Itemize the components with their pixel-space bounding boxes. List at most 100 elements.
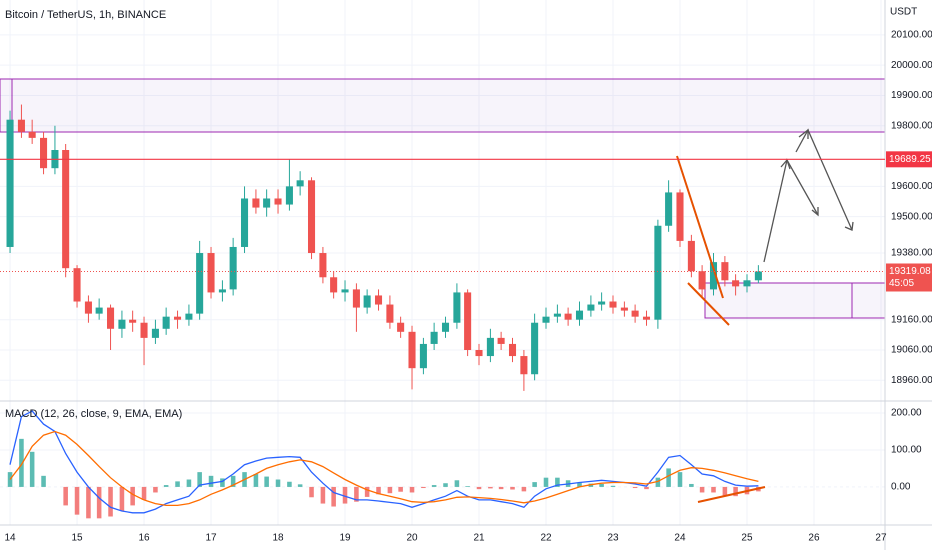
x-tick-label: 20	[406, 533, 418, 544]
arrow-head	[811, 207, 819, 217]
candle-body	[419, 343, 427, 369]
candle-body	[587, 304, 595, 311]
histogram-bar	[733, 486, 738, 497]
histogram-bar	[29, 451, 35, 487]
candle-body	[274, 198, 282, 205]
candle-body	[252, 198, 260, 208]
y-tick-label: 19900.00	[891, 90, 932, 101]
candle-body	[341, 289, 349, 293]
histogram-bar	[63, 486, 68, 506]
candle-body	[352, 289, 360, 308]
histogram-bar	[197, 472, 202, 487]
candle-body	[497, 337, 505, 344]
level-label-box	[886, 151, 932, 168]
candle-body	[508, 343, 517, 357]
histogram-bar	[287, 481, 292, 487]
trend-line	[687, 282, 730, 326]
candle-body	[140, 322, 148, 338]
histogram-bar	[610, 485, 616, 487]
histogram-bar	[722, 486, 728, 496]
macd-line	[9, 410, 759, 514]
candle-body	[174, 316, 182, 320]
candle-body	[486, 337, 494, 357]
candle-body	[609, 301, 617, 308]
histogram-bar	[364, 486, 370, 497]
arrow-head	[780, 158, 791, 170]
candle-body	[241, 198, 249, 247]
arrow-head	[844, 221, 854, 231]
candle-body	[709, 262, 718, 290]
candle-body	[196, 253, 204, 314]
histogram-bar	[431, 485, 437, 487]
candle-body	[118, 319, 126, 329]
level-label: 19689.25	[889, 154, 931, 165]
x-tick-label: 17	[205, 533, 217, 544]
histogram-bar	[465, 486, 470, 487]
candle-body	[263, 198, 271, 208]
candle-body	[17, 119, 25, 132]
candle-body	[62, 150, 70, 269]
candle-body	[330, 277, 338, 293]
candle-body	[654, 225, 662, 320]
histogram-bar	[577, 482, 582, 487]
candle-body	[743, 280, 751, 287]
candle-body	[475, 350, 483, 357]
arrow-head	[798, 128, 809, 139]
demand-zone	[704, 282, 886, 319]
histogram-bar	[153, 486, 158, 493]
candles	[6, 104, 762, 391]
histogram-bar	[41, 475, 46, 487]
histogram-bar	[309, 486, 314, 498]
histogram-bar	[297, 484, 303, 487]
candle-body	[453, 292, 461, 323]
histogram-bar	[521, 486, 527, 492]
candle-body	[575, 310, 584, 320]
y-tick-label: 19160.00	[891, 314, 932, 325]
candle-body	[229, 246, 237, 290]
histogram-bar	[96, 486, 102, 519]
candle-body	[218, 289, 226, 293]
candle-body	[553, 313, 561, 317]
candle-body	[598, 301, 606, 305]
histogram-bar	[655, 477, 661, 487]
candle-body	[95, 307, 103, 314]
candle-body	[464, 292, 472, 350]
histogram-bar	[677, 472, 683, 487]
macd-pane	[7, 410, 761, 519]
histogram-bar	[108, 486, 113, 517]
histogram-bar	[443, 483, 448, 487]
projection-arrows	[763, 128, 854, 263]
y-axis-label: USDT	[890, 7, 917, 18]
last-price-box	[886, 263, 932, 292]
histogram-bar	[532, 482, 537, 487]
candle-body	[665, 192, 673, 226]
candle-body	[642, 316, 651, 320]
histogram-bar	[699, 486, 705, 493]
x-tick-label: 23	[607, 533, 619, 544]
candle-body	[721, 262, 729, 281]
candle-body	[687, 240, 695, 272]
candle-body	[363, 295, 371, 308]
candle-body	[631, 310, 639, 317]
x-tick-label: 15	[71, 533, 83, 544]
candle-body	[620, 307, 628, 311]
candle-body	[185, 313, 193, 320]
histogram-bar	[275, 479, 281, 487]
histogram-bar	[86, 486, 91, 519]
y-tick-label: 19600.00	[891, 181, 932, 192]
candle-body	[84, 301, 92, 314]
candle-body	[285, 186, 293, 205]
histogram-bar	[488, 486, 493, 489]
candle-body	[732, 280, 740, 287]
candle-body	[40, 137, 48, 169]
histogram-bar	[74, 486, 80, 515]
y-tick-label: 19500.00	[891, 211, 932, 222]
arrow	[763, 158, 819, 263]
candle-body	[319, 253, 327, 278]
arrow	[795, 128, 853, 231]
candle-body	[151, 328, 159, 338]
candle-body	[162, 316, 170, 329]
x-tick-label: 26	[808, 533, 820, 544]
